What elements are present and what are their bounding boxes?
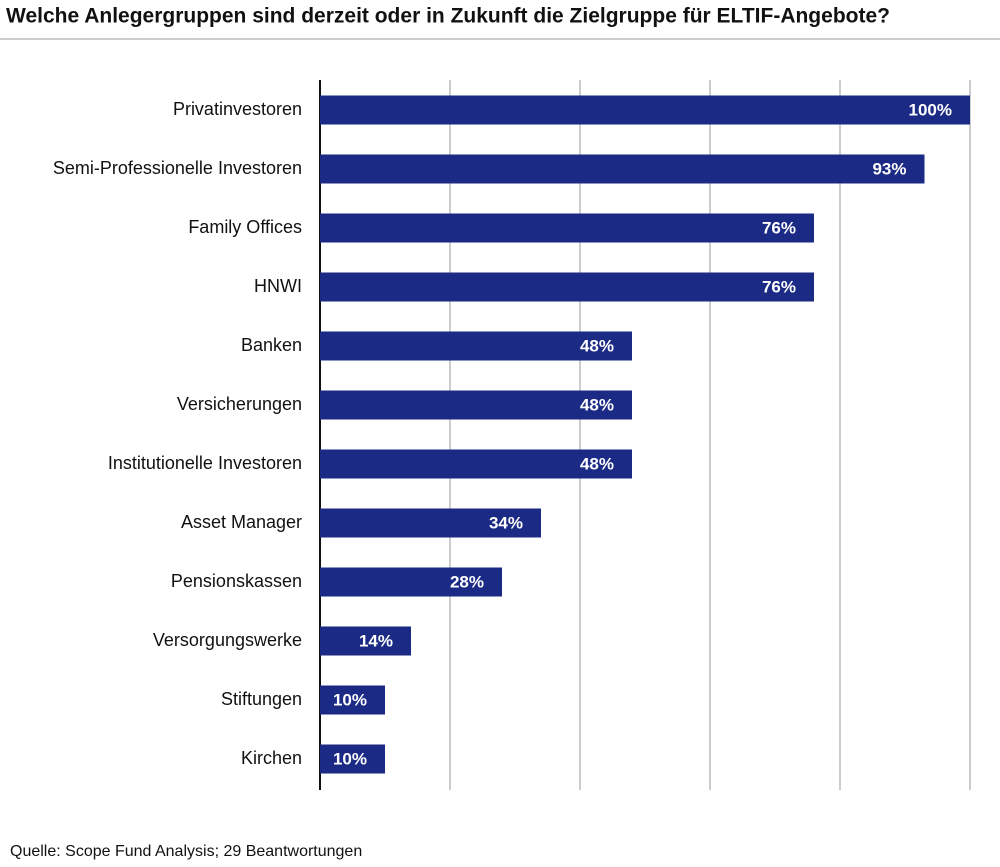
y-tick-label: Kirchen bbox=[241, 748, 302, 768]
y-tick-label: Family Offices bbox=[188, 217, 302, 237]
y-tick-label: Semi-Professionelle Investoren bbox=[53, 158, 302, 178]
y-tick-label: Pensionskassen bbox=[171, 571, 302, 591]
bar bbox=[320, 449, 632, 479]
value-label: 48% bbox=[580, 454, 614, 473]
value-label: 28% bbox=[450, 572, 484, 591]
bar bbox=[320, 508, 541, 538]
bar bbox=[320, 685, 385, 715]
y-tick-label: HNWI bbox=[254, 276, 302, 296]
value-label: 48% bbox=[580, 395, 614, 414]
y-tick-label: Banken bbox=[241, 335, 302, 355]
y-tick-label: Versicherungen bbox=[177, 394, 302, 414]
value-label: 76% bbox=[762, 277, 796, 296]
bar bbox=[320, 567, 502, 597]
value-label: 48% bbox=[580, 336, 614, 355]
value-label: 100% bbox=[909, 100, 952, 119]
y-tick-label: Asset Manager bbox=[181, 512, 302, 532]
bar bbox=[320, 331, 632, 361]
value-label: 76% bbox=[762, 218, 796, 237]
value-label: 10% bbox=[333, 749, 367, 768]
value-label: 14% bbox=[359, 631, 393, 650]
bar bbox=[320, 95, 970, 125]
y-tick-label: Versorgungswerke bbox=[153, 630, 302, 650]
value-label: 34% bbox=[489, 513, 523, 532]
bar bbox=[320, 154, 925, 184]
bar bbox=[320, 213, 814, 243]
y-tick-label: Stiftungen bbox=[221, 689, 302, 709]
bar bbox=[320, 272, 814, 302]
bar bbox=[320, 390, 632, 420]
y-tick-label: Institutionelle Investoren bbox=[108, 453, 302, 473]
value-label: 93% bbox=[872, 159, 906, 178]
y-tick-label: Privatinvestoren bbox=[173, 99, 302, 119]
source-note: Quelle: Scope Fund Analysis; 29 Beantwor… bbox=[10, 843, 362, 860]
bar bbox=[320, 626, 411, 656]
chart-title: Welche Anlegergruppen sind derzeit oder … bbox=[6, 5, 890, 28]
value-label: 10% bbox=[333, 690, 367, 709]
bar bbox=[320, 744, 385, 774]
